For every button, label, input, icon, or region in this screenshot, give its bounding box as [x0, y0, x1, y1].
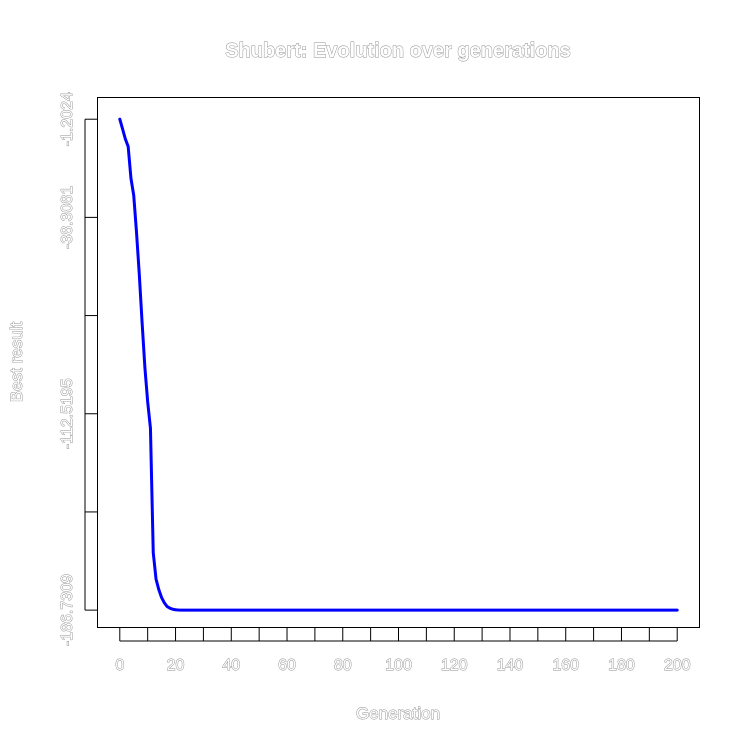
series-layer: [118, 117, 679, 612]
x-tick-label: 200: [664, 657, 691, 674]
x-tick-label: 160: [552, 657, 579, 674]
y-tick-label: -186.7309: [59, 574, 76, 646]
x-tick-label: 80: [334, 657, 352, 674]
x-tick-label: 180: [608, 657, 635, 674]
series-line: [118, 117, 679, 612]
x-axis: 0 20 40 60 80 100 120 140 160 180 200: [115, 627, 691, 674]
x-tick-label: 20: [167, 657, 185, 674]
x-tick-label: 0: [115, 657, 124, 674]
y-tick-label: -38.3081: [59, 186, 76, 249]
x-tick-label: 40: [222, 657, 240, 674]
y-tick-label: -112.5195: [59, 378, 76, 449]
y-tick-label: -1.2024: [59, 92, 76, 146]
chart-title: Shubert: Evolution over generations: [225, 40, 571, 62]
y-axis-label: Best result: [7, 322, 26, 403]
x-tick-label: 60: [278, 657, 296, 674]
y-axis: -1.2024 -38.3081 -112.5195 -186.7309: [59, 92, 98, 647]
x-tick-label: 100: [385, 657, 412, 674]
x-axis-label: Generation: [356, 704, 440, 723]
x-tick-label: 120: [441, 657, 468, 674]
x-tick-label: 140: [497, 657, 524, 674]
